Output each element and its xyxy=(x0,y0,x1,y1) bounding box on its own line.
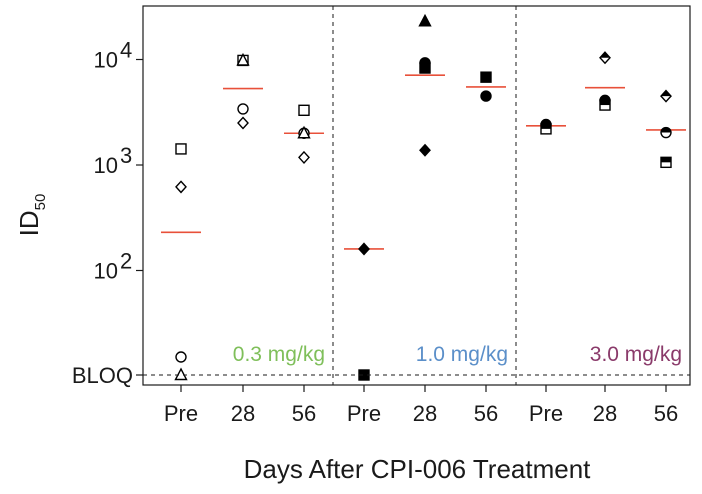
open-circle-marker xyxy=(175,351,187,363)
dose-label: 1.0 mg/kg xyxy=(416,343,508,366)
marker-half-fill xyxy=(600,52,610,58)
data-points xyxy=(174,13,672,381)
filled-diamond-marker xyxy=(358,242,370,256)
filled-diamond-marker xyxy=(419,143,431,157)
marker-half-fill xyxy=(661,157,671,163)
x-tick-label: 28 xyxy=(593,401,617,426)
marker-half-fill xyxy=(600,95,610,101)
plot-frame xyxy=(142,5,691,386)
y-tick-label: 10 xyxy=(94,259,118,284)
marker-half-fill xyxy=(661,127,671,133)
y-tick-exponent: 3 xyxy=(120,143,132,168)
x-tick-label: 56 xyxy=(292,401,316,426)
open-diamond-marker xyxy=(175,180,187,194)
dose-label: 0.3 mg/kg xyxy=(233,343,325,366)
x-tick-label: 28 xyxy=(231,401,255,426)
open-triangle-marker xyxy=(297,125,311,139)
filled-circle-marker xyxy=(480,90,492,102)
open-square-marker xyxy=(298,104,310,116)
y-tick-label: 10 xyxy=(94,48,118,73)
x-tick-label: Pre xyxy=(347,401,381,426)
dose-label: 3.0 mg/kg xyxy=(590,343,682,366)
open-diamond-marker xyxy=(298,150,310,164)
y-tick-exponent: 4 xyxy=(120,38,132,63)
x-axis-title: Days After CPI-006 Treatment xyxy=(244,454,592,484)
x-tick-label: 56 xyxy=(654,401,678,426)
filled-triangle-marker xyxy=(418,13,432,27)
x-tick-label: 56 xyxy=(474,401,498,426)
y-tick-exponent: 2 xyxy=(120,249,132,274)
open-diamond-marker xyxy=(237,116,249,130)
marker-half-fill xyxy=(541,123,551,129)
axes xyxy=(136,5,691,392)
x-tick-label: Pre xyxy=(529,401,563,426)
marker-half-fill xyxy=(600,100,610,106)
open-square-marker xyxy=(175,143,187,155)
filled-square-marker xyxy=(480,71,492,83)
y-axis-title: ID50 xyxy=(14,194,49,237)
y-tick-label: 10 xyxy=(94,153,118,178)
open-triangle-marker xyxy=(174,367,188,381)
x-tick-label: 28 xyxy=(413,401,437,426)
open-triangle-marker xyxy=(236,52,250,66)
x-tick-label: Pre xyxy=(164,401,198,426)
y-tick-label-bloq: BLOQ xyxy=(72,363,133,388)
marker-half-fill xyxy=(661,90,671,97)
open-circle-marker xyxy=(237,103,249,115)
filled-square-marker xyxy=(419,62,431,74)
